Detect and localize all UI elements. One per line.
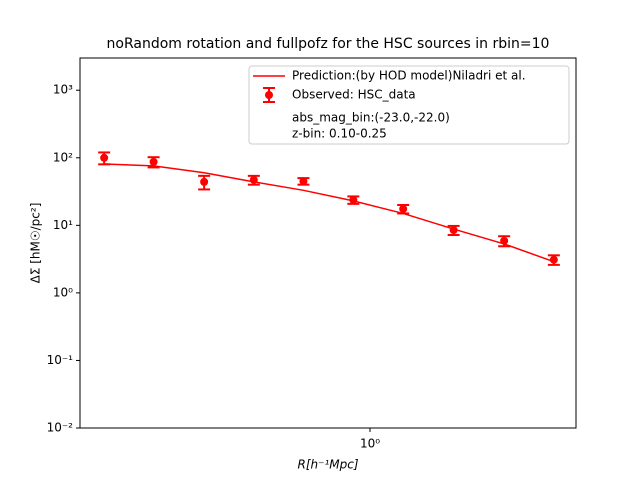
point (549, 255, 558, 264)
y-tick-label: 10⁻¹ (47, 353, 74, 367)
legend-box (248, 65, 570, 145)
y-tick-label: 10² (53, 150, 73, 164)
point (449, 226, 458, 235)
point (349, 195, 358, 204)
legend-label: Prediction:(by HOD model)Niladri et al. (292, 69, 526, 83)
legend-note: z-bin: 0.10-0.25 (292, 127, 387, 141)
point (399, 204, 408, 213)
x-axis-label: R[h⁻¹Mpc] (297, 458, 358, 472)
x-tick-label: 10⁰ (360, 437, 380, 451)
point (200, 177, 209, 186)
y-tick-label: 10³ (53, 83, 73, 97)
point (149, 157, 158, 166)
point (299, 177, 308, 186)
y-tick-label: 10⁰ (53, 285, 73, 299)
line (104, 163, 555, 263)
plot-frame (79, 57, 577, 429)
legend-marker (265, 91, 273, 99)
legend-note: abs_mag_bin:(-23.0,-22.0) (292, 111, 450, 125)
y-tick-label: 10⁻² (47, 421, 74, 435)
y-axis-label: ΔΣ [hM☉/pc²] (29, 203, 43, 284)
point (500, 236, 509, 245)
point (100, 153, 109, 162)
legend-label: Observed: HSC_data (292, 88, 416, 102)
y-tick-label: 10¹ (53, 218, 73, 232)
point (249, 175, 258, 184)
chart-title: noRandom rotation and fullpofz for the H… (107, 36, 550, 52)
